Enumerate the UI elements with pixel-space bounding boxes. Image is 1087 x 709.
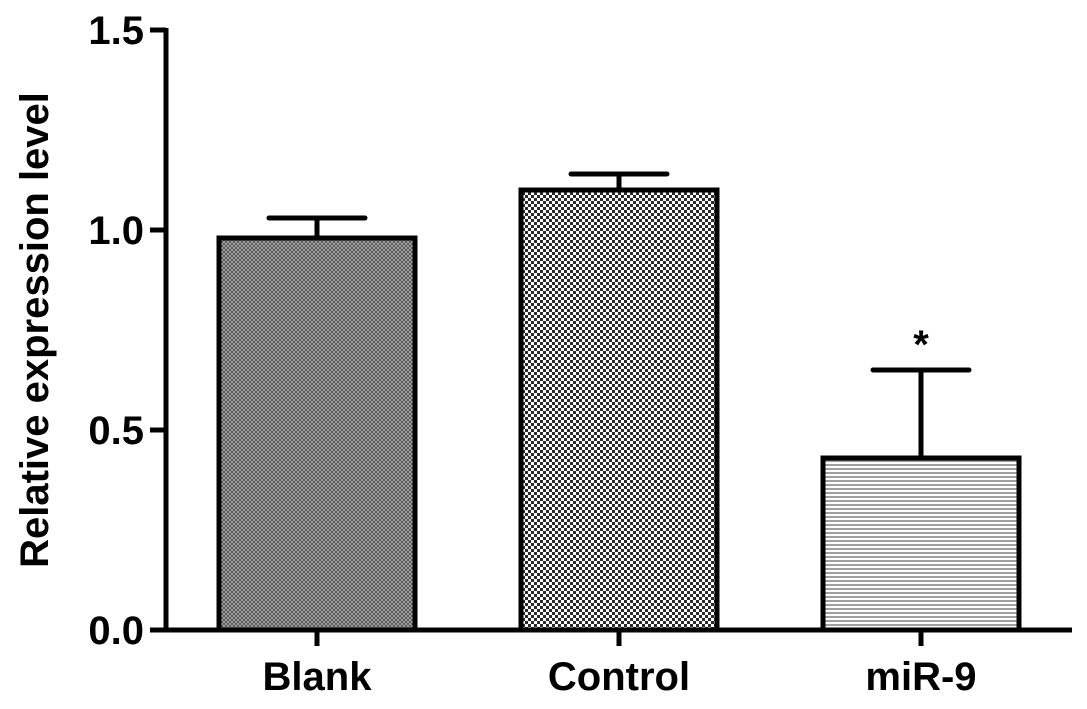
y-axis: 0.0 0.5 1.0 1.5 [88, 9, 169, 653]
y-axis-label: Relative expression level [13, 92, 57, 568]
y-tick-label: 1.5 [88, 9, 144, 53]
bar-control [518, 187, 720, 633]
y-tick-label: 0.0 [88, 609, 144, 653]
x-tick-label: Control [548, 655, 690, 699]
y-tick-label: 0.5 [88, 409, 144, 453]
bar-blank [216, 235, 418, 633]
bar-mir-9 [820, 455, 1022, 633]
significance-marker: * [913, 323, 929, 367]
x-axis: Blank Control miR-9 [164, 627, 1072, 699]
x-tick-label: miR-9 [865, 655, 976, 699]
error-bars: * [266, 171, 972, 458]
bars [216, 187, 1022, 633]
y-tick-label: 1.0 [88, 209, 144, 253]
x-tick-label: Blank [263, 655, 373, 699]
